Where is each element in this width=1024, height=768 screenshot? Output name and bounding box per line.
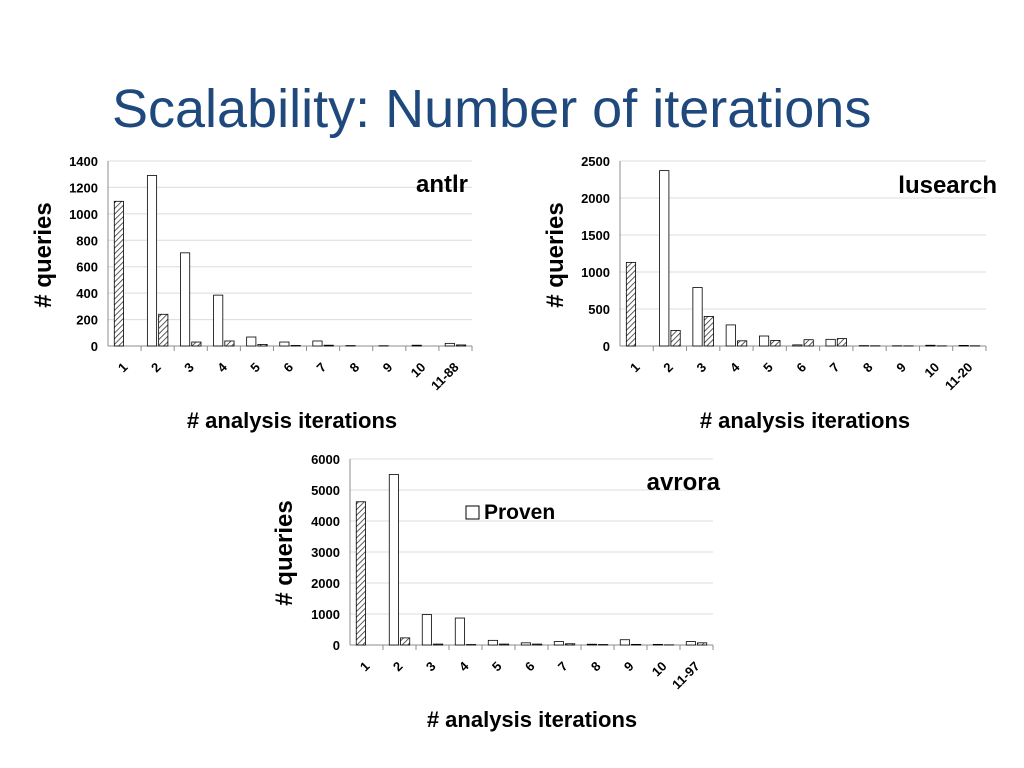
y-axis-label: # queries — [542, 202, 569, 307]
bar-hatched — [290, 345, 301, 347]
y-tick-label: 1400 — [69, 154, 98, 169]
y-tick-label: 2000 — [581, 191, 610, 206]
bar-hatched — [836, 338, 847, 347]
bar-hatched — [737, 340, 748, 347]
chart-title: avrora — [647, 469, 721, 496]
x-tick-label: 2 — [390, 659, 406, 675]
legend-swatch-proven — [465, 505, 480, 520]
bar-proven — [659, 170, 670, 347]
bar-hatched — [113, 200, 124, 347]
chart-title: lusearch — [898, 172, 997, 199]
x-tick-label: 9 — [621, 659, 637, 675]
bar-proven — [146, 175, 158, 347]
x-tick-label: 11-97 — [669, 659, 703, 693]
bar-hatched — [703, 315, 714, 347]
y-tick-label: 600 — [76, 260, 98, 275]
y-axis-label: # queries — [271, 500, 298, 605]
y-tick-label: 0 — [603, 339, 610, 354]
bar-hatched — [400, 637, 411, 646]
bar-hatched — [158, 313, 169, 347]
bar-hatched — [257, 344, 268, 347]
y-tick-label: 1500 — [581, 228, 610, 243]
bar-hatched — [670, 330, 681, 347]
x-tick-label: 8 — [588, 659, 604, 675]
y-tick-label: 1200 — [69, 180, 98, 195]
bar-hatched — [355, 501, 366, 646]
bar-proven — [421, 614, 432, 646]
y-tick-label: 1000 — [311, 607, 340, 622]
x-axis-label: # analysis iterations — [187, 408, 397, 433]
bar-hatched — [697, 642, 708, 646]
bar-proven — [925, 344, 936, 347]
bar-proven — [444, 342, 455, 347]
chart-title: antlr — [416, 171, 468, 198]
y-tick-label: 800 — [76, 233, 98, 248]
y-tick-label: 5000 — [311, 483, 340, 498]
bar-proven — [619, 639, 630, 646]
bar-proven — [180, 252, 191, 347]
y-tick-label: 500 — [588, 302, 610, 317]
x-tick-label: 1 — [357, 659, 373, 675]
bar-proven — [725, 324, 736, 347]
bar-proven — [586, 643, 597, 646]
bar-proven — [487, 639, 498, 646]
legend-label-proven: Proven — [484, 501, 555, 524]
bar-proven — [279, 341, 290, 347]
y-tick-label: 2500 — [581, 154, 610, 169]
bar-proven — [685, 641, 696, 646]
bar-hatched — [191, 341, 202, 347]
bar-proven — [213, 294, 224, 347]
slide-title: Scalability: Number of iterations — [112, 79, 872, 139]
bar-proven — [454, 617, 465, 646]
y-tick-label: 1000 — [581, 265, 610, 280]
y-axis-label: # queries — [30, 202, 57, 307]
bar-proven — [792, 344, 803, 347]
x-axis-label: # analysis iterations — [427, 707, 637, 732]
x-tick-label: 5 — [489, 659, 505, 675]
y-tick-label: 1000 — [69, 207, 98, 222]
x-tick-label: 10 — [649, 659, 670, 680]
bar-proven — [246, 336, 257, 347]
bar-proven — [520, 642, 531, 646]
bar-proven — [553, 641, 564, 646]
bar-proven — [825, 338, 836, 347]
y-tick-label: 0 — [333, 638, 340, 653]
bar-hatched — [803, 339, 814, 347]
bar-hatched — [770, 340, 781, 347]
bar-proven — [652, 643, 663, 646]
bar-hatched — [625, 261, 637, 347]
bar-hatched — [224, 340, 235, 347]
y-tick-label: 4000 — [311, 514, 340, 529]
x-axis-label: # analysis iterations — [700, 408, 910, 433]
bar-hatched — [323, 344, 334, 347]
y-tick-label: 6000 — [311, 452, 340, 467]
bar-hatched — [433, 643, 444, 646]
bar-hatched — [456, 344, 467, 347]
y-tick-label: 2000 — [311, 576, 340, 591]
bar-hatched — [631, 643, 642, 646]
bar-hatched — [565, 643, 576, 646]
y-tick-label: 0 — [91, 339, 98, 354]
bar-hatched — [499, 643, 510, 646]
bar-proven — [759, 335, 770, 347]
bar-hatched — [532, 643, 543, 646]
y-tick-label: 3000 — [311, 545, 340, 560]
x-tick-label: 3 — [423, 659, 439, 675]
x-tick-label: 6 — [522, 659, 538, 675]
y-tick-label: 400 — [76, 286, 98, 301]
bar-proven — [958, 345, 969, 347]
bar-proven — [692, 287, 703, 347]
bar-proven — [388, 474, 399, 646]
x-tick-label: 7 — [555, 659, 571, 675]
bar-proven — [312, 340, 323, 347]
y-tick-label: 200 — [76, 313, 98, 328]
x-tick-label: 4 — [456, 658, 472, 674]
bar-proven — [411, 344, 422, 347]
